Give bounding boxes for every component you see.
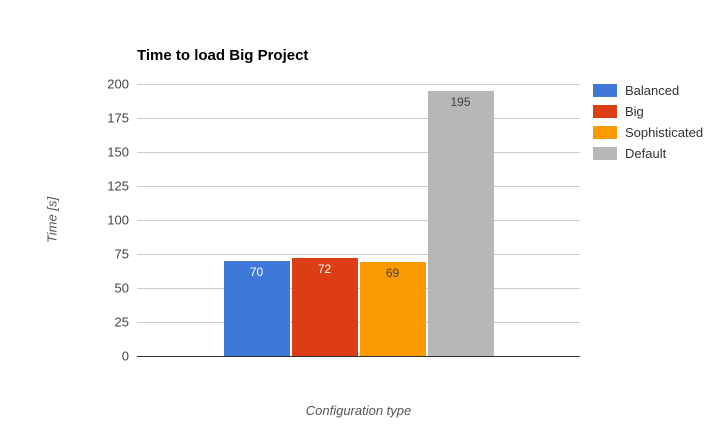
bar-default[interactable]: 195 bbox=[427, 91, 494, 356]
y-tick-label: 50 bbox=[114, 280, 129, 296]
legend-item-balanced: Balanced bbox=[593, 83, 703, 98]
y-tick-label: 150 bbox=[107, 144, 129, 160]
legend-label: Default bbox=[625, 146, 667, 161]
bar-sophisticated[interactable]: 69 bbox=[359, 262, 426, 356]
x-axis-title: Configuration type bbox=[305, 403, 412, 418]
y-tick-label: 75 bbox=[114, 246, 129, 262]
bar-big[interactable]: 72 bbox=[291, 258, 358, 356]
y-tick-label: 0 bbox=[121, 348, 129, 364]
legend-item-default: Default bbox=[593, 146, 703, 161]
gridline bbox=[137, 288, 580, 289]
legend-label: Big bbox=[625, 104, 644, 119]
legend-label: Balanced bbox=[625, 83, 680, 98]
y-tick-label: 175 bbox=[107, 110, 129, 126]
legend-item-big: Big bbox=[593, 104, 703, 119]
legend-item-sophisticated: Sophisticated bbox=[593, 125, 704, 140]
legend-swatch bbox=[593, 126, 617, 139]
chart-title: Time to load Big Project bbox=[137, 47, 309, 64]
y-axis-title: Time [s] bbox=[44, 196, 60, 244]
legend-swatch bbox=[593, 105, 617, 118]
legend: Balanced Big Sophisticated Default bbox=[593, 83, 704, 168]
gridline bbox=[137, 254, 580, 255]
legend-swatch bbox=[593, 147, 617, 160]
y-tick-label: 125 bbox=[107, 178, 129, 194]
gridline bbox=[137, 152, 580, 153]
legend-swatch bbox=[593, 84, 617, 97]
legend-label: Sophisticated bbox=[625, 125, 704, 140]
y-tick-label: 100 bbox=[107, 212, 129, 228]
bar-value-label: 72 bbox=[317, 262, 332, 276]
bar-value-label: 195 bbox=[450, 95, 471, 109]
bar-value-label: 70 bbox=[249, 265, 264, 279]
gridline bbox=[137, 322, 580, 323]
gridline bbox=[137, 118, 580, 119]
bar-balanced[interactable]: 70 bbox=[223, 261, 290, 356]
gridline bbox=[137, 84, 580, 85]
gridline bbox=[137, 186, 580, 187]
y-tick-label: 200 bbox=[107, 76, 129, 92]
x-axis-line bbox=[137, 356, 580, 357]
bar-value-label: 69 bbox=[385, 266, 400, 280]
plot-area: 0 25 50 75 100 125 150 175 200 70 72 69 195 bbox=[107, 77, 580, 364]
gridline bbox=[137, 220, 580, 221]
y-tick-label: 25 bbox=[114, 314, 129, 330]
